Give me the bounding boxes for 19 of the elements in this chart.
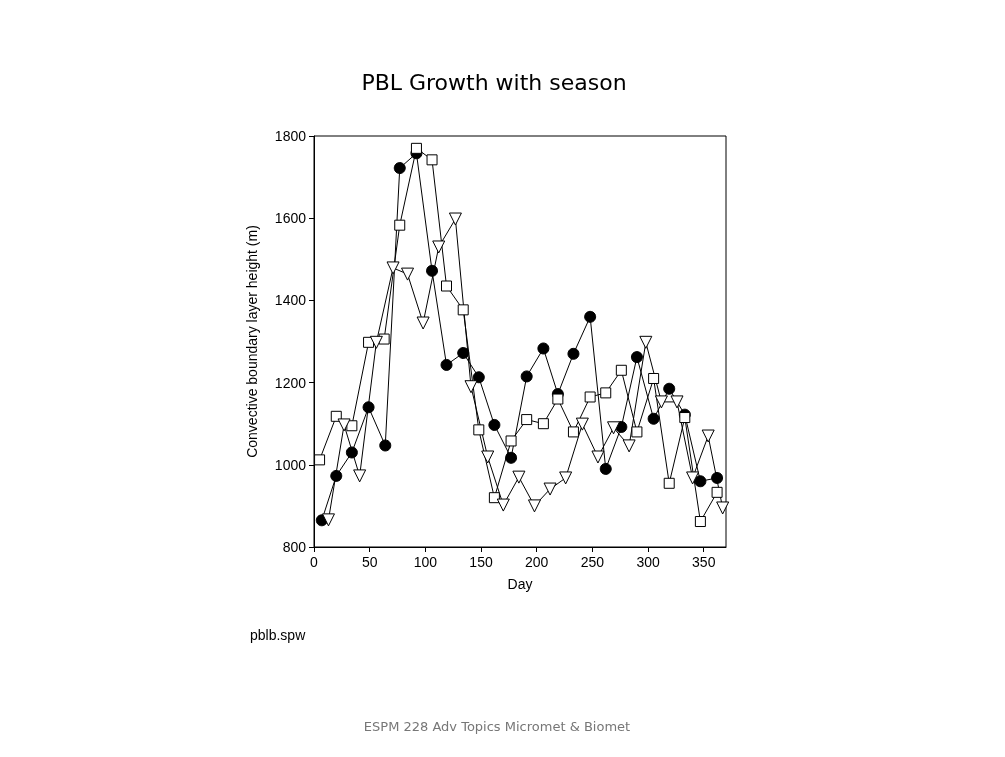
- x-tick-label: 0: [310, 554, 319, 570]
- y-tick-label: 1800: [274, 128, 307, 144]
- y-tick-label: 1400: [274, 292, 307, 309]
- y-tick-label: 1200: [274, 374, 307, 391]
- x-axis-title: Day: [507, 576, 533, 592]
- x-tick-label: 150: [469, 554, 493, 570]
- text: ESPM 228 Adv Topics Micromet & Biomet: [363, 719, 631, 734]
- y-tick-label: 1600: [274, 210, 307, 227]
- x-tick-label: 250: [580, 554, 605, 570]
- chart-title: PBL Growth with season: [361, 69, 627, 95]
- x-tick-label: 100: [413, 554, 438, 570]
- text: pblb.spw: [250, 627, 307, 643]
- y-tick-label: 1000: [274, 456, 307, 473]
- y-tick-label: 800: [282, 539, 307, 555]
- x-tick-label: 350: [692, 554, 716, 570]
- y-axis-title: Convective boundary layer height (m): [244, 225, 260, 458]
- x-tick-label: 300: [636, 554, 660, 570]
- x-tick-label: 50: [361, 554, 378, 570]
- x-tick-label: 200: [525, 554, 549, 570]
